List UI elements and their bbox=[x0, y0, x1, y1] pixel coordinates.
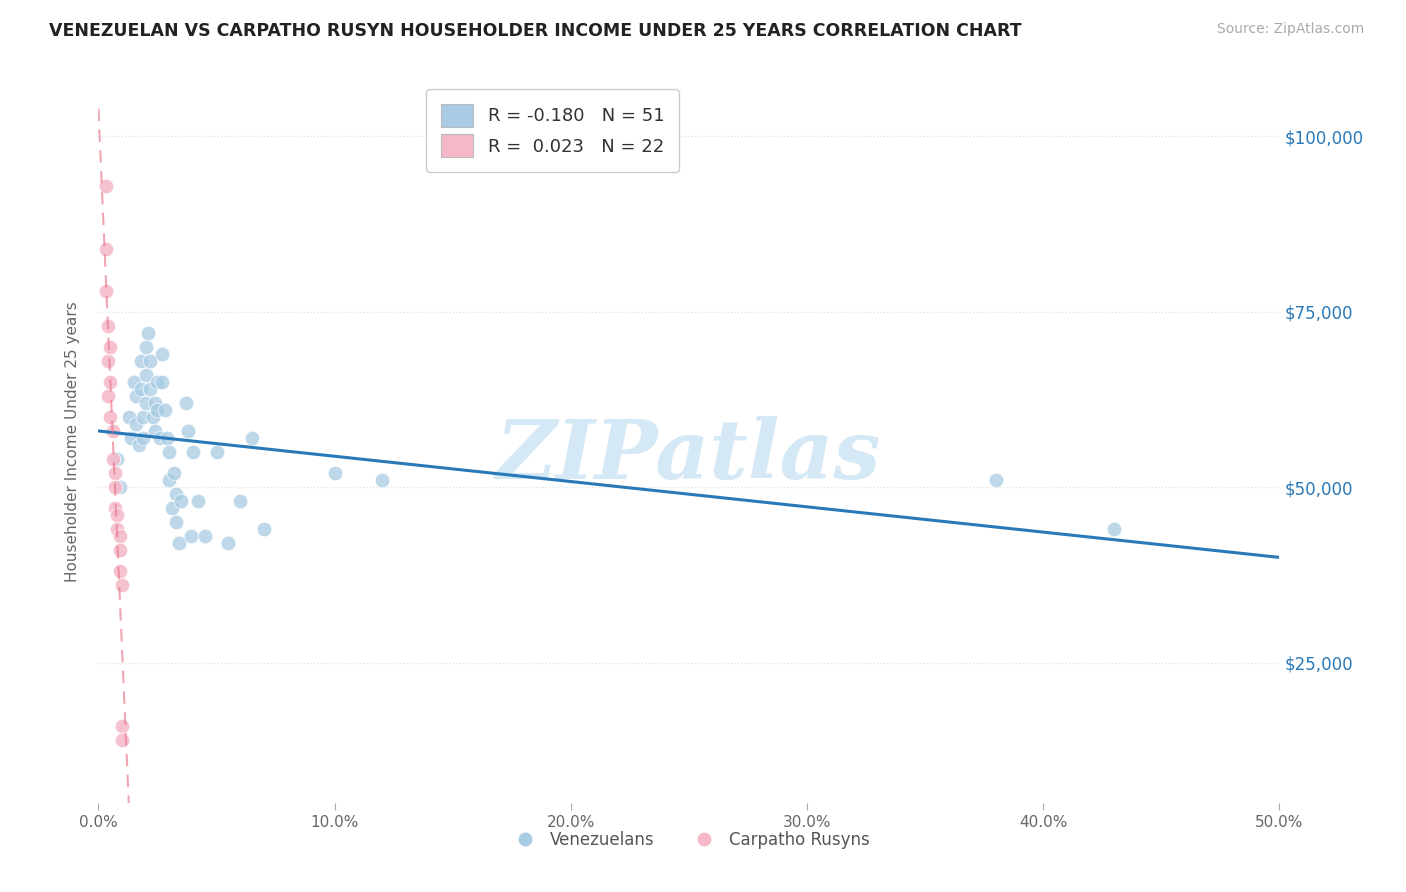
Point bbox=[111, 578, 134, 592]
Point bbox=[180, 529, 202, 543]
Point bbox=[217, 536, 239, 550]
Point bbox=[97, 354, 120, 368]
Point bbox=[165, 487, 187, 501]
Point bbox=[984, 473, 1007, 487]
Point bbox=[101, 424, 124, 438]
Text: ZIPatlas: ZIPatlas bbox=[496, 416, 882, 496]
Point bbox=[94, 178, 117, 193]
Text: Source: ZipAtlas.com: Source: ZipAtlas.com bbox=[1216, 22, 1364, 37]
Point bbox=[150, 375, 173, 389]
Point bbox=[122, 375, 145, 389]
Point bbox=[167, 536, 190, 550]
Point bbox=[135, 368, 157, 382]
Point bbox=[136, 326, 159, 340]
Point bbox=[139, 382, 162, 396]
Point bbox=[104, 466, 127, 480]
Point bbox=[150, 347, 173, 361]
Point bbox=[149, 431, 172, 445]
Point bbox=[142, 409, 165, 424]
Point bbox=[97, 318, 120, 333]
Point bbox=[98, 409, 121, 424]
Point bbox=[129, 382, 152, 396]
Point bbox=[1102, 522, 1125, 536]
Point bbox=[194, 529, 217, 543]
Point bbox=[157, 473, 180, 487]
Point bbox=[105, 522, 128, 536]
Point bbox=[97, 389, 120, 403]
Point bbox=[146, 375, 169, 389]
Point bbox=[108, 480, 131, 494]
Point bbox=[253, 522, 276, 536]
Point bbox=[146, 403, 169, 417]
Point bbox=[229, 494, 252, 508]
Point bbox=[129, 354, 152, 368]
Point bbox=[135, 396, 157, 410]
Point bbox=[157, 445, 180, 459]
Point bbox=[118, 409, 141, 424]
Point bbox=[240, 431, 263, 445]
Point bbox=[108, 564, 131, 578]
Point bbox=[156, 431, 179, 445]
Point bbox=[143, 396, 166, 410]
Point bbox=[143, 424, 166, 438]
Point bbox=[98, 375, 121, 389]
Point bbox=[111, 718, 134, 732]
Point bbox=[125, 417, 148, 431]
Point bbox=[111, 732, 134, 747]
Point bbox=[139, 354, 162, 368]
Point bbox=[125, 389, 148, 403]
Point bbox=[132, 431, 155, 445]
Point bbox=[132, 409, 155, 424]
Point bbox=[105, 452, 128, 467]
Point bbox=[160, 501, 183, 516]
Point bbox=[104, 501, 127, 516]
Point bbox=[105, 508, 128, 523]
Point bbox=[153, 403, 176, 417]
Point bbox=[187, 494, 209, 508]
Point bbox=[101, 452, 124, 467]
Point bbox=[181, 445, 204, 459]
Point bbox=[94, 242, 117, 256]
Point bbox=[371, 473, 394, 487]
Point bbox=[108, 529, 131, 543]
Point bbox=[108, 543, 131, 558]
Point bbox=[165, 515, 187, 529]
Y-axis label: Householder Income Under 25 years: Householder Income Under 25 years bbox=[65, 301, 80, 582]
Point bbox=[205, 445, 228, 459]
Point bbox=[163, 466, 186, 480]
Point bbox=[104, 480, 127, 494]
Point bbox=[121, 431, 143, 445]
Text: VENEZUELAN VS CARPATHO RUSYN HOUSEHOLDER INCOME UNDER 25 YEARS CORRELATION CHART: VENEZUELAN VS CARPATHO RUSYN HOUSEHOLDER… bbox=[49, 22, 1022, 40]
Point bbox=[128, 438, 150, 452]
Point bbox=[177, 424, 200, 438]
Legend: Venezuelans, Carpatho Rusyns: Venezuelans, Carpatho Rusyns bbox=[502, 824, 876, 856]
Point bbox=[94, 284, 117, 298]
Point bbox=[135, 340, 157, 354]
Point bbox=[170, 494, 193, 508]
Point bbox=[323, 466, 346, 480]
Point bbox=[98, 340, 121, 354]
Point bbox=[174, 396, 197, 410]
